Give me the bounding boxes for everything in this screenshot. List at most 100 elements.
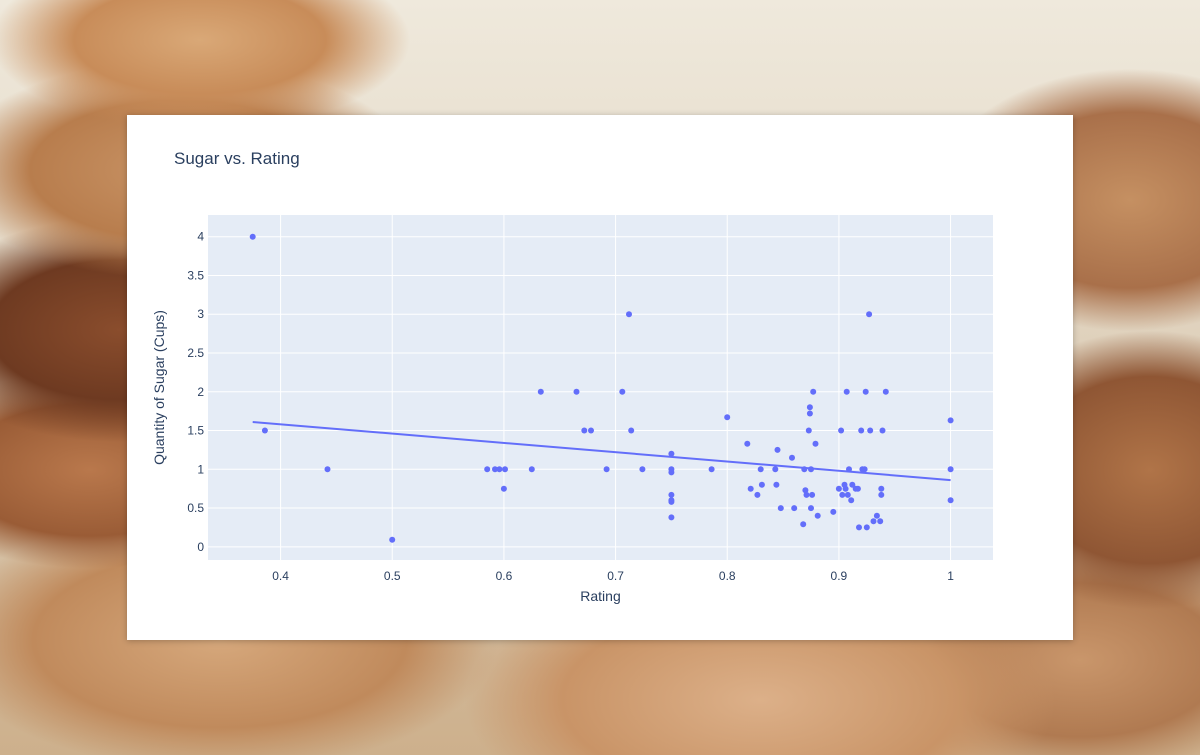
data-point (877, 518, 884, 525)
data-point (389, 536, 396, 543)
y-tick-label: 1 (197, 462, 204, 476)
data-point (791, 505, 798, 512)
data-point (800, 521, 807, 528)
y-tick-label: 0.5 (187, 501, 204, 515)
data-point (668, 491, 675, 498)
data-point (812, 440, 819, 447)
data-point (862, 388, 869, 395)
data-point (496, 466, 503, 473)
data-point (747, 485, 754, 492)
data-point (500, 485, 507, 492)
data-point (830, 508, 837, 515)
x-tick-label: 0.8 (719, 569, 736, 583)
x-tick-label: 0.9 (831, 569, 848, 583)
x-tick-label: 0.6 (496, 569, 513, 583)
x-axis-ticks: 0.4 0.5 0.6 0.7 0.8 0.9 1 (272, 569, 954, 583)
x-tick-label: 0.4 (272, 569, 289, 583)
data-point (848, 497, 855, 504)
data-point (581, 427, 588, 434)
data-point (758, 481, 765, 488)
data-points (249, 233, 954, 543)
data-point (809, 491, 816, 498)
data-point (808, 466, 814, 473)
data-point (484, 466, 491, 473)
data-point (814, 512, 821, 519)
y-tick-label: 2 (197, 385, 204, 399)
trendline-layer (252, 421, 951, 482)
y-tick-label: 3.5 (187, 268, 204, 282)
data-point (502, 466, 508, 473)
y-axis-title: Quantity of Sugar (Cups) (151, 310, 167, 465)
data-point (882, 388, 889, 395)
data-point (810, 388, 817, 395)
y-tick-label: 4 (197, 230, 204, 244)
data-point (947, 417, 954, 424)
data-point (805, 427, 812, 434)
data-point (866, 311, 873, 318)
data-point (668, 469, 675, 476)
data-point (858, 427, 865, 434)
data-point (947, 497, 954, 504)
data-point (528, 466, 535, 473)
data-point (537, 388, 544, 395)
data-point (806, 404, 813, 411)
chart-card: 0.4 0.5 0.6 0.7 0.8 0.9 1 0 0.5 1 1.5 2 2.5 3 3.5 4 Su… (127, 115, 1073, 640)
data-point (843, 388, 850, 395)
data-point (668, 514, 675, 521)
scatter-chart: 0.4 0.5 0.6 0.7 0.8 0.9 1 0 0.5 1 1.5 2 2.5 3 3.5 4 Su… (151, 149, 993, 604)
data-point (757, 466, 764, 473)
data-point (772, 466, 779, 473)
x-tick-label: 0.7 (607, 569, 624, 583)
data-point (839, 491, 846, 498)
data-point (867, 427, 874, 434)
data-point (639, 466, 646, 473)
data-point (870, 518, 877, 525)
x-tick-label: 1 (947, 569, 954, 583)
data-point (708, 466, 715, 473)
trendline (252, 421, 951, 482)
x-axis-title: Rating (580, 588, 620, 604)
data-point (573, 388, 580, 395)
data-point (588, 427, 594, 434)
data-point (854, 485, 861, 492)
data-point (626, 311, 632, 318)
data-point (619, 388, 626, 395)
y-tick-label: 1.5 (187, 424, 204, 438)
data-point (773, 481, 780, 488)
data-point (801, 466, 808, 473)
data-point (754, 491, 761, 498)
data-point (249, 233, 256, 240)
data-point (603, 466, 610, 473)
data-point (842, 485, 849, 492)
data-point (261, 427, 268, 434)
y-axis-ticks: 0 0.5 1 1.5 2 2.5 3 3.5 4 (187, 230, 204, 554)
x-tick-label: 0.5 (384, 569, 401, 583)
plot-area (208, 215, 993, 560)
data-point (668, 450, 675, 457)
data-point (844, 491, 851, 498)
data-point (846, 466, 852, 473)
data-point (856, 524, 862, 531)
data-point (744, 440, 751, 447)
data-point (324, 466, 331, 473)
data-point (492, 466, 498, 473)
chart-title: Sugar vs. Rating (174, 149, 300, 168)
y-tick-label: 0 (197, 540, 204, 554)
data-point (835, 485, 842, 492)
data-point (873, 512, 880, 519)
data-point (724, 414, 731, 421)
data-point (808, 505, 814, 512)
data-point (879, 427, 886, 434)
data-point (861, 466, 868, 473)
data-point (838, 427, 845, 434)
data-point (806, 410, 813, 417)
data-point (774, 446, 781, 453)
data-point (947, 466, 954, 473)
gridlines (208, 215, 993, 560)
data-point (849, 481, 856, 488)
data-point (878, 485, 885, 492)
data-point (777, 505, 784, 512)
y-tick-label: 2.5 (187, 346, 204, 360)
data-point (803, 491, 810, 498)
data-point (878, 491, 885, 498)
